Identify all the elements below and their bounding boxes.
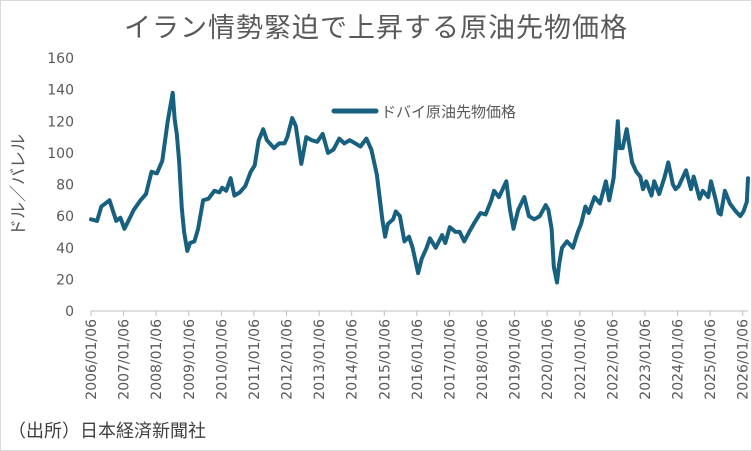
series-line [89,90,750,285]
y-tick-label: 100 [47,146,74,162]
y-tick-label: 60 [56,209,74,225]
y-tick-label: 20 [56,272,74,288]
x-tick-label: 2024/01/06 [671,319,687,400]
x-tick-label: 2014/01/06 [345,319,361,400]
x-tick-label: 2015/01/06 [377,319,393,400]
x-tick-label: 2006/01/06 [84,319,100,400]
y-tick-label: 120 [47,114,74,130]
x-tick-label: 2021/01/06 [573,319,589,400]
x-tick-label: 2008/01/06 [149,319,165,400]
y-tick-label: 40 [56,241,74,257]
x-tick-label: 2013/01/06 [312,319,328,400]
x-tick-label: 2012/01/06 [279,319,295,400]
source-note: （出所）日本経済新聞社 [8,421,206,442]
x-tick-label: 2007/01/06 [117,319,133,400]
x-tick-label: 2017/01/06 [442,319,458,400]
x-tick-label: 2018/01/06 [475,319,491,400]
y-tick-label: 160 [47,51,74,67]
x-tick-label: 2022/01/06 [605,319,621,400]
y-tick-label: 80 [56,178,74,194]
x-tick-label: 2020/01/06 [540,319,556,400]
x-tick-label: 2019/01/06 [508,319,524,400]
x-tick-label: 2011/01/06 [247,319,263,400]
x-tick-label: 2023/01/06 [638,319,654,400]
x-tick-label: 2016/01/06 [410,319,426,400]
y-tick-label: 140 [47,83,74,99]
x-tick-label: 2009/01/06 [182,319,198,400]
legend-label: ドバイ原油先物価格 [381,103,516,121]
y-tick-label: 0 [65,304,74,320]
x-tick-label: 2025/01/06 [703,319,719,400]
y-axis-label: ドル／バレル [9,134,29,236]
chart-title: イラン情勢緊迫で上昇する原油先物価格 [124,13,628,44]
x-tick-label: 2026/01/06 [736,319,752,400]
x-tick-label: 2010/01/06 [214,319,230,400]
